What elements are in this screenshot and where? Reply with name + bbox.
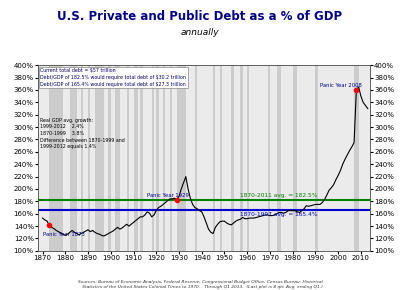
Bar — [108, 65, 111, 251]
Bar — [70, 65, 77, 251]
Text: Panic Year 2008: Panic Year 2008 — [320, 83, 362, 88]
Text: 1870-1997 avg. = 165.4%: 1870-1997 avg. = 165.4% — [240, 212, 318, 217]
Text: Sources: Bureau of Economic Analysis, Federal Reserve, Congressional Budget Offi: Sources: Bureau of Economic Analysis, Fe… — [78, 280, 322, 289]
Bar — [95, 65, 104, 251]
Text: annually: annually — [181, 28, 219, 37]
Text: 1870-2011 avg. = 182.5%: 1870-2011 avg. = 182.5% — [240, 193, 318, 198]
Bar — [88, 65, 90, 251]
Bar — [316, 65, 318, 251]
Bar — [156, 65, 158, 251]
Bar — [170, 65, 172, 251]
Text: Real GDP avg. growth:
1999-2012    2.4%
1870-1999    3.8%
Difference between 187: Real GDP avg. growth: 1999-2012 2.4% 187… — [40, 118, 125, 149]
Bar — [354, 65, 359, 251]
Bar — [163, 65, 165, 251]
Bar — [277, 65, 281, 251]
Bar — [49, 65, 63, 251]
Bar — [231, 65, 234, 251]
Bar — [177, 65, 186, 251]
Bar — [220, 65, 222, 251]
Text: Panic Year 1929: Panic Year 1929 — [147, 193, 189, 198]
Text: U.S. Private and Public Debt as a % of GDP: U.S. Private and Public Debt as a % of G… — [58, 10, 342, 23]
Bar — [293, 65, 297, 251]
Text: Panic Year 1873: Panic Year 1873 — [42, 232, 84, 237]
Bar — [152, 65, 154, 251]
Bar — [268, 65, 270, 251]
Bar — [127, 65, 129, 251]
Bar — [195, 65, 197, 251]
Bar — [240, 65, 243, 251]
Bar — [115, 65, 120, 251]
Bar — [140, 65, 143, 251]
Bar — [134, 65, 138, 251]
Bar — [81, 65, 84, 251]
Bar — [247, 65, 250, 251]
Bar — [213, 65, 215, 251]
Text: Current total debt = $57 trillion
Debt/GDP of 182.5% would require total debt of: Current total debt = $57 trillion Debt/G… — [40, 68, 186, 86]
